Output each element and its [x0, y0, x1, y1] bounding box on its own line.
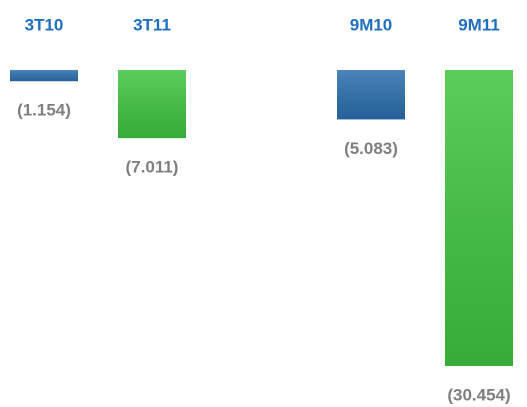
category-label: 9M11: [458, 15, 500, 34]
category-label: 3T11: [133, 15, 171, 34]
category-label: 3T10: [25, 15, 64, 34]
bar: [10, 70, 78, 82]
value-label: (1.154): [17, 101, 71, 120]
value-label: (30.454): [447, 385, 510, 404]
value-label: (7.011): [126, 158, 179, 177]
bar: [445, 70, 513, 366]
bar: [337, 70, 405, 120]
category-label: 9M10: [350, 15, 393, 34]
value-label: (5.083): [344, 139, 398, 158]
bar: [118, 70, 186, 139]
